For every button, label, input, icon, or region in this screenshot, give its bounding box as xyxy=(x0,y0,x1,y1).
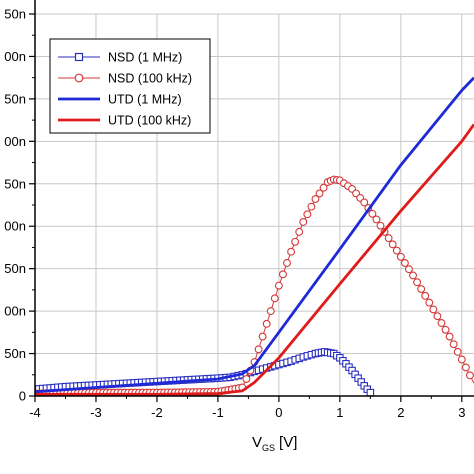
series-point-1-96 xyxy=(388,240,397,249)
series-point-1-75 xyxy=(307,202,316,211)
x-axis-label-main: V xyxy=(252,434,262,451)
x-axis-label-sub: GS xyxy=(262,443,275,453)
series-point-0-90 xyxy=(366,388,375,396)
series-point-1-109 xyxy=(441,325,450,334)
series-point-1-63 xyxy=(258,332,267,341)
legend-label-0: NSD (1 MHz) xyxy=(108,51,182,65)
y-tick-label: 00n xyxy=(4,304,26,319)
y-tick-label: 0 xyxy=(19,389,26,404)
series-point-1-102 xyxy=(413,278,422,287)
series-point-1-106 xyxy=(429,305,438,314)
series-point-1-100 xyxy=(405,265,413,274)
legend-label-3: UTD (100 kHz) xyxy=(108,114,191,128)
series-point-1-108 xyxy=(437,319,446,327)
series-point-1-73 xyxy=(299,218,308,226)
y-tick-label: 00n xyxy=(4,134,26,149)
series-point-1-89 xyxy=(360,198,369,207)
series-point-1-101 xyxy=(409,271,417,280)
series-point-1-114 xyxy=(461,363,470,372)
series-point-1-105 xyxy=(425,298,434,307)
legend-marker-0 xyxy=(74,52,84,62)
series-point-1-111 xyxy=(449,340,458,349)
y-tick-label: 50n xyxy=(4,7,26,22)
series-point-1-77 xyxy=(315,189,324,198)
x-axis-label: VGS [V] xyxy=(252,434,297,453)
series-point-1-65 xyxy=(266,307,275,316)
series-point-1-110 xyxy=(445,332,454,341)
x-tick-label: -1 xyxy=(212,405,224,420)
x-tick-label: -4 xyxy=(29,405,41,420)
series-point-1-74 xyxy=(303,210,312,219)
series-point-1-99 xyxy=(400,259,409,267)
series-point-1-93 xyxy=(376,221,385,230)
x-axis-label-unit: [V] xyxy=(279,434,297,451)
legend-marker-1 xyxy=(74,73,84,83)
series-point-1-66 xyxy=(270,294,279,303)
series-point-1-69 xyxy=(283,259,291,267)
y-tick-label: 50n xyxy=(4,261,26,276)
series-point-1-62 xyxy=(254,345,263,354)
series-point-1-98 xyxy=(396,252,405,261)
series-point-1-115 xyxy=(465,371,474,380)
series-point-1-76 xyxy=(311,195,320,204)
series-point-1-91 xyxy=(368,209,377,218)
x-tick-label: 0 xyxy=(275,405,282,420)
legend: NSD (1 MHz) NSD (100 kHz) UTD (1 MHz) UTD (… xyxy=(49,38,211,134)
x-tick-label: 1 xyxy=(336,405,343,420)
series-point-1-113 xyxy=(457,355,466,364)
y-tick-label: 50n xyxy=(4,91,26,106)
axes: -4 -3 -2 -1 0 1 2 3 0 50n 00n 50n 00n 50n 00n 50n 00n 50n… xyxy=(4,0,474,453)
series-point-1-67 xyxy=(274,281,283,290)
y-tick-label: 50n xyxy=(4,346,26,361)
series-point-1-64 xyxy=(262,319,271,328)
series-line-2 xyxy=(35,76,474,394)
y-tick-label: 00n xyxy=(4,49,26,64)
series-point-1-112 xyxy=(453,347,462,356)
series-layer xyxy=(35,76,474,396)
y-tick-label: 50n xyxy=(4,176,26,191)
x-tick-label: 3 xyxy=(458,405,465,420)
series-point-1-59 xyxy=(242,375,251,383)
series-point-1-72 xyxy=(295,227,304,236)
series-point-1-107 xyxy=(433,312,442,321)
series-point-1-97 xyxy=(392,246,401,255)
series-point-1-70 xyxy=(287,247,296,256)
series-point-1-92 xyxy=(372,215,381,224)
series-point-1-68 xyxy=(279,270,287,279)
series-point-1-71 xyxy=(291,237,300,246)
series-line-3 xyxy=(35,123,474,396)
legend-label-1: NSD (100 kHz) xyxy=(108,72,192,86)
x-tick-label: 2 xyxy=(397,405,404,420)
series-point-1-104 xyxy=(421,291,430,300)
series-point-1-95 xyxy=(384,234,393,243)
series-point-1-103 xyxy=(417,285,426,293)
x-tick-label: -2 xyxy=(151,405,163,420)
grid xyxy=(34,13,474,397)
x-tick-label: -3 xyxy=(90,405,102,420)
series-point-1-78 xyxy=(319,183,328,192)
y-tick-label: 00n xyxy=(4,219,26,234)
legend-label-2: UTD (1 MHz) xyxy=(108,93,182,107)
